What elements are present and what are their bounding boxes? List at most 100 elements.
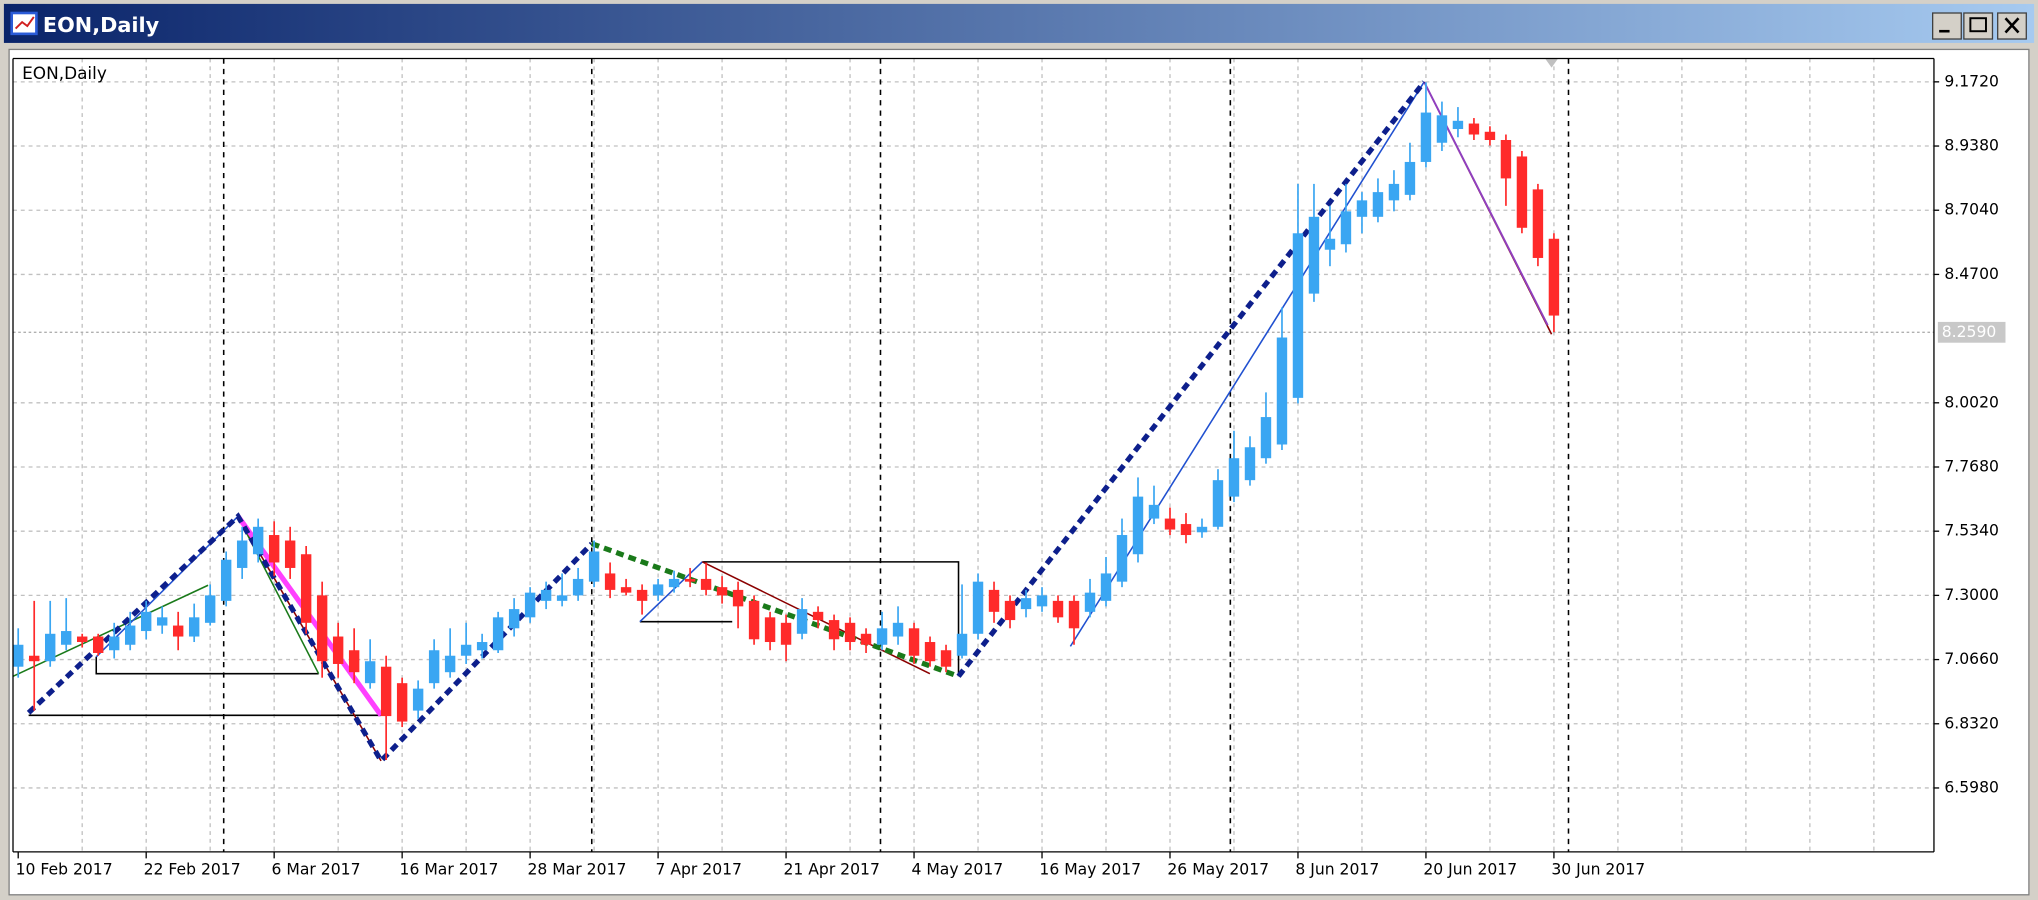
candle-body <box>876 628 888 645</box>
candle-body <box>444 655 456 673</box>
candle-body <box>828 620 840 640</box>
candle-body <box>812 611 824 621</box>
candle-body <box>860 633 872 645</box>
candle-body <box>140 611 152 632</box>
x-tick-label: 21 Apr 2017 <box>783 861 879 879</box>
candle-body <box>364 661 376 684</box>
candle-body <box>732 589 744 607</box>
maximize-button[interactable] <box>1963 12 1994 40</box>
candle-body <box>524 592 536 618</box>
x-tick-label: 20 Jun 2017 <box>1423 861 1517 879</box>
chart-panel <box>8 48 2030 896</box>
candle-body <box>476 642 488 651</box>
candle-body <box>156 617 168 626</box>
candle-body <box>1468 123 1480 135</box>
candle-body <box>188 617 200 637</box>
candle-body <box>172 625 184 637</box>
candle-body <box>316 595 328 662</box>
x-tick-label: 16 Mar 2017 <box>400 861 499 879</box>
candle-body <box>1212 480 1224 527</box>
candle-body <box>844 622 856 643</box>
candle-body <box>636 589 648 601</box>
title-bar <box>3 3 2035 43</box>
candle-body <box>1068 600 1080 629</box>
y-tick-label: 8.9380 <box>1944 137 1999 155</box>
candle-body <box>972 581 984 634</box>
y-tick-label: 7.3000 <box>1944 586 1999 604</box>
candle-body <box>92 636 104 653</box>
x-tick-label: 30 Jun 2017 <box>1551 861 1645 879</box>
candle-body <box>1340 211 1352 245</box>
y-tick-label: 8.7040 <box>1944 201 1999 219</box>
candle-body <box>924 642 936 662</box>
candle-body <box>1324 238 1336 250</box>
axes: 6.5980 6.8320 7.0660 7.3000 7.5340 7.7680 8.00… <box>12 57 2006 879</box>
candle-body <box>252 526 264 555</box>
candle-body <box>1276 337 1288 445</box>
candle-body <box>284 540 296 568</box>
candle-body <box>1116 535 1128 582</box>
x-tick-label: 7 Apr 2017 <box>655 861 742 879</box>
y-tick-label: 6.8320 <box>1944 714 1999 732</box>
y-tick-label: 8.4700 <box>1944 265 1999 283</box>
candle-body <box>236 540 248 568</box>
candle-body <box>1500 140 1512 179</box>
candle-body <box>220 559 232 601</box>
candle-body <box>1308 216 1320 294</box>
candle-body <box>380 666 392 717</box>
candle-body <box>588 551 600 582</box>
y-tick-label: 6.5980 <box>1944 778 1999 796</box>
candle-body <box>668 578 680 588</box>
candle-body <box>348 650 360 673</box>
candle-body <box>108 636 120 651</box>
candle-body <box>1388 183 1400 201</box>
candle-body <box>892 622 904 637</box>
trend-line <box>639 561 703 623</box>
candle-body <box>76 636 88 643</box>
candle-body <box>1100 573 1112 601</box>
y-tick-label: 7.0660 <box>1944 650 1999 668</box>
candle-body <box>492 617 504 651</box>
candle-body <box>700 578 712 590</box>
y-tick-label: 9.1720 <box>1944 72 1999 90</box>
shift-marker <box>1545 58 1559 68</box>
candle-body <box>44 633 56 662</box>
price-label: 8.2590 <box>1942 323 1997 341</box>
candle-body <box>1356 200 1368 217</box>
candle-body <box>1148 504 1160 519</box>
candle-body <box>1036 595 1048 607</box>
candle-body <box>508 609 520 629</box>
close-button[interactable] <box>1997 12 2027 40</box>
candle-body <box>556 595 568 601</box>
window-title: EON,Daily <box>43 13 160 37</box>
trend-line <box>1069 81 1425 647</box>
candle-body <box>908 628 920 656</box>
candle-body <box>1260 417 1272 459</box>
candle-body <box>1532 189 1544 258</box>
candle-body <box>988 589 1000 612</box>
candle-body <box>1484 131 1496 141</box>
candle-body <box>1420 112 1432 162</box>
candle-body <box>1244 447 1256 481</box>
x-tick-label: 22 Feb 2017 <box>144 861 241 879</box>
candle-body <box>396 683 408 722</box>
candle-body <box>940 650 952 667</box>
candle-body <box>1228 458 1240 497</box>
candle-body <box>1020 598 1032 610</box>
candle-body <box>540 589 552 601</box>
candle-body <box>300 554 312 623</box>
candle-body <box>1084 592 1096 612</box>
zigzag-line <box>956 80 1427 678</box>
minimize-button[interactable] <box>1932 12 1962 40</box>
candle-body <box>1516 156 1528 228</box>
candle-body <box>716 587 728 596</box>
candle-body <box>1404 161 1416 195</box>
x-tick-label: 10 Feb 2017 <box>16 861 113 879</box>
candle-body <box>620 587 632 593</box>
x-tick-label: 16 May 2017 <box>1039 861 1141 879</box>
candle-body <box>412 688 424 711</box>
x-tick-label: 4 May 2017 <box>911 861 1003 879</box>
candle-body <box>748 600 760 640</box>
